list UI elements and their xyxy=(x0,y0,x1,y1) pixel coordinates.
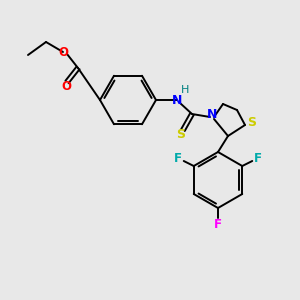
Text: H: H xyxy=(181,85,189,95)
Text: O: O xyxy=(61,80,71,92)
Text: F: F xyxy=(254,152,262,166)
Text: N: N xyxy=(207,109,217,122)
Text: S: S xyxy=(248,116,256,130)
Text: O: O xyxy=(58,46,68,59)
Text: F: F xyxy=(174,152,182,166)
Text: S: S xyxy=(176,128,185,142)
Text: N: N xyxy=(172,94,182,106)
Text: F: F xyxy=(214,218,222,230)
